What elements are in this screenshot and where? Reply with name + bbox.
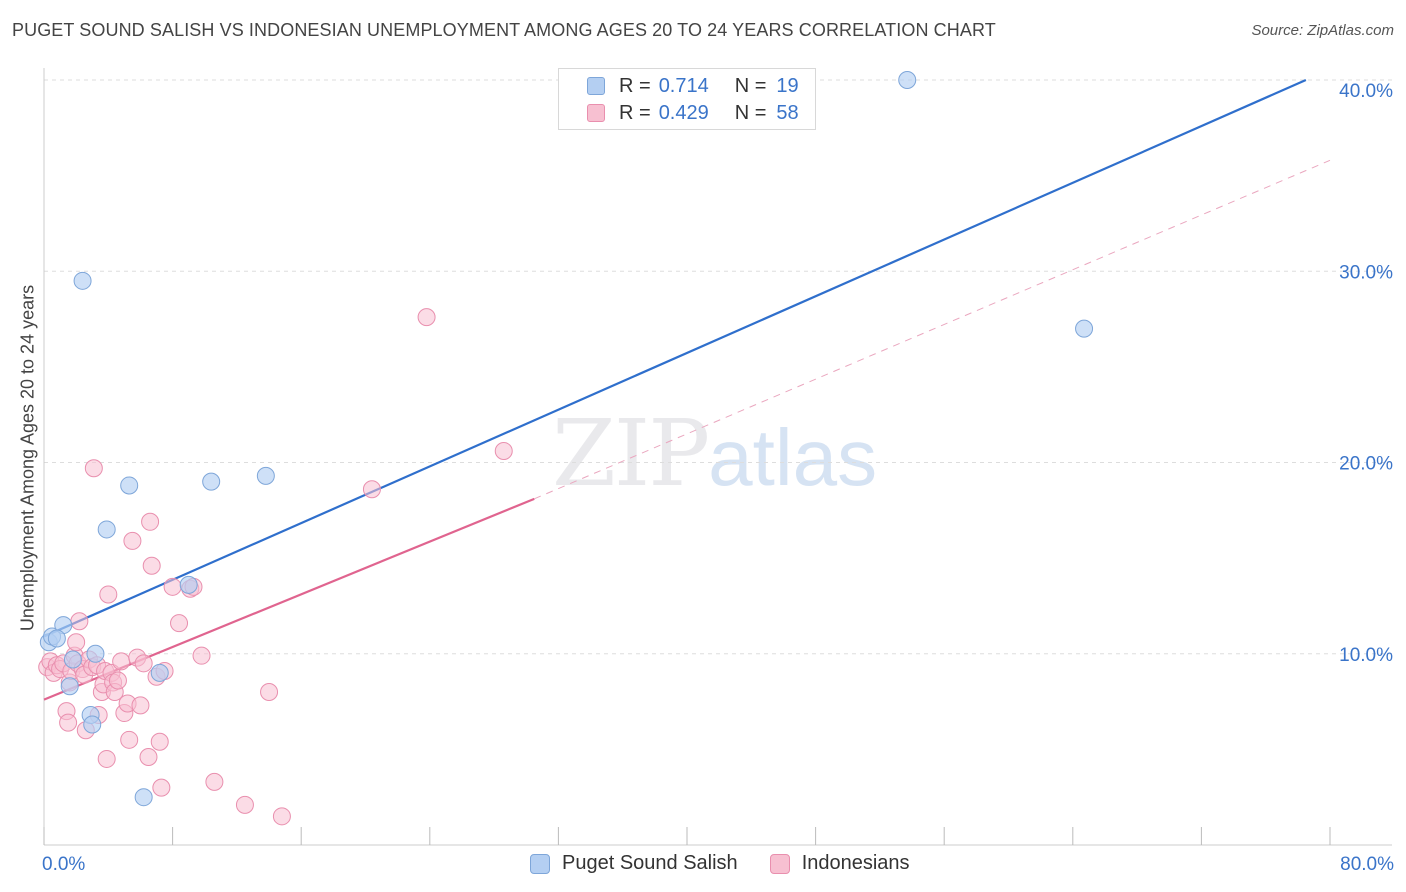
salish-point: [47, 629, 66, 648]
indonesians-point: [84, 459, 103, 478]
legend-swatch-salish: [587, 77, 605, 95]
series-legend-salish: Puget Sound Salish: [530, 852, 738, 875]
salish-point: [1075, 319, 1094, 338]
indonesians-trend-extension: [534, 159, 1331, 500]
indonesians-point: [150, 732, 169, 751]
series-swatch-indonesians: [769, 853, 790, 874]
indonesians-point: [192, 646, 211, 665]
indonesians-point: [108, 671, 127, 690]
indonesians-point: [494, 442, 513, 461]
indonesians-point: [142, 556, 161, 575]
gridlines: [44, 79, 1392, 655]
legend-r-value: 0.429: [658, 101, 709, 124]
salish-point: [120, 476, 139, 495]
axes: [43, 68, 1392, 846]
legend-row-salish: R = 0.714 N = 19: [587, 73, 799, 99]
indonesians-point: [260, 683, 279, 701]
indonesians-point: [139, 748, 158, 767]
indonesians-point: [141, 512, 160, 531]
indonesians-point: [205, 772, 224, 791]
salish-point: [256, 466, 275, 485]
x-tick-label: 0.0%: [42, 854, 85, 875]
indonesians-point: [134, 654, 153, 673]
indonesians-point: [67, 633, 86, 652]
series-label-salish: Puget Sound Salish: [562, 852, 738, 874]
indonesians-point: [99, 585, 118, 604]
legend-n-value: 19: [776, 74, 799, 97]
legend-r-value: 0.714: [658, 74, 709, 97]
salish-point: [86, 644, 105, 663]
legend-swatch-indonesians: [587, 104, 605, 122]
legend-n-label: N =: [734, 74, 767, 97]
legend-row-indonesians: R = 0.429 N = 58: [587, 100, 799, 126]
indonesians-point: [131, 696, 150, 715]
indonesians-point: [417, 308, 436, 327]
legend-n-label: N =: [734, 101, 767, 124]
salish-point: [60, 677, 79, 696]
series-legend-indonesians: Indonesians: [769, 852, 910, 875]
salish-point: [97, 520, 116, 539]
indonesians-point: [59, 713, 78, 732]
y-tick-label: 30.0%: [1339, 262, 1393, 283]
indonesians-point: [272, 807, 291, 826]
y-axis-label: Unemployment Among Ages 20 to 24 years: [17, 284, 38, 632]
series-swatch-salish: [530, 853, 550, 874]
indonesians-point: [70, 612, 89, 631]
salish-point: [202, 472, 221, 491]
indonesians-point: [163, 577, 182, 596]
series-legend: Puget Sound Salish Indonesians: [530, 852, 942, 875]
trend-lines: [43, 78, 1331, 701]
indonesians-point: [362, 480, 381, 499]
tick-labels: 10.0% 20.0% 30.0% 40.0% 0.0% 80.0%: [42, 81, 1394, 875]
data-points: [38, 71, 1094, 826]
salish-point: [63, 650, 82, 669]
legend-n-value: 58: [776, 101, 799, 124]
indonesians-point: [235, 795, 254, 814]
source-label: Source: ZipAtlas.com: [1251, 22, 1394, 39]
salish-point: [150, 663, 169, 682]
y-tick-label: 20.0%: [1339, 454, 1393, 475]
legend-r-label: R =: [619, 74, 651, 97]
salish-trend-line: [43, 78, 1307, 638]
x-tick-label: 80.0%: [1340, 854, 1394, 875]
salish-point: [134, 788, 153, 807]
indonesians-point: [120, 730, 139, 749]
legend-r-label: R =: [619, 101, 651, 124]
indonesians-point: [170, 614, 189, 633]
y-tick-label: 40.0%: [1339, 81, 1393, 102]
chart-title: PUGET SOUND SALISH VS INDONESIAN UNEMPLO…: [12, 20, 996, 40]
correlation-legend: R = 0.714 N = 19 R = 0.429 N = 58: [558, 68, 816, 130]
indonesians-point: [112, 652, 131, 671]
salish-point: [73, 271, 92, 290]
indonesians-point: [123, 531, 142, 550]
indonesians-point: [152, 778, 171, 797]
salish-point: [179, 575, 198, 594]
y-tick-label: 10.0%: [1339, 645, 1393, 666]
indonesians-point: [97, 749, 116, 768]
salish-point: [898, 71, 917, 89]
salish-point: [83, 715, 102, 734]
series-label-indonesians: Indonesians: [801, 852, 910, 874]
